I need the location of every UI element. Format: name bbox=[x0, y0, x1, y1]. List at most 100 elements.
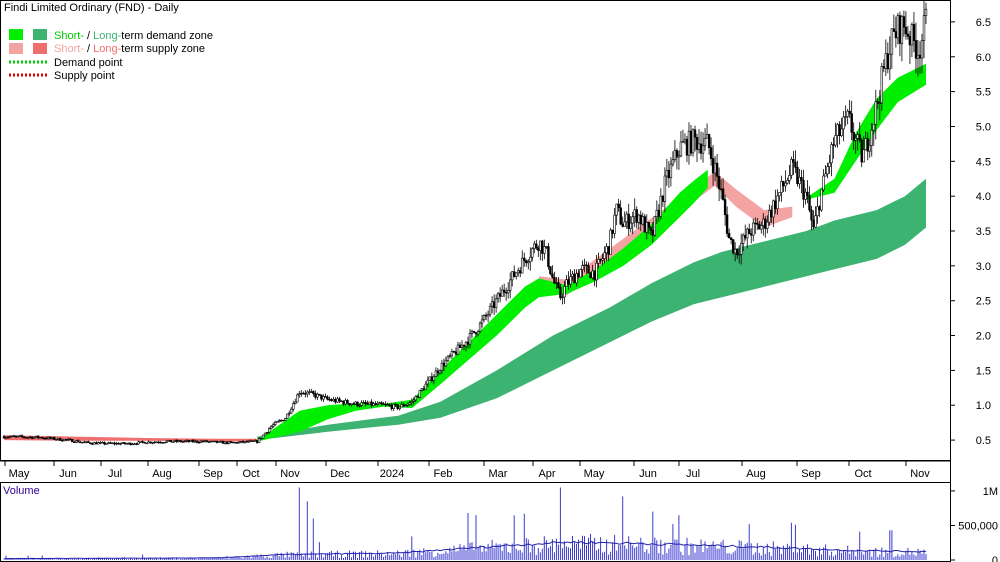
candle-body bbox=[840, 128, 843, 136]
candle-body bbox=[83, 441, 86, 444]
candle-body bbox=[836, 124, 839, 136]
candle-body bbox=[595, 262, 598, 281]
candle-body bbox=[691, 129, 695, 154]
candle-body bbox=[924, 8, 928, 16]
candle-body bbox=[699, 143, 703, 154]
candle-body bbox=[235, 441, 239, 444]
candle-body bbox=[573, 273, 576, 284]
candle-body bbox=[292, 403, 295, 410]
candle-body bbox=[275, 421, 279, 423]
candle-body bbox=[858, 134, 861, 141]
candle-body bbox=[508, 279, 512, 291]
candle-body bbox=[87, 441, 90, 443]
date-tick-label: Sep bbox=[203, 468, 223, 480]
candle-body bbox=[113, 442, 116, 445]
candle-body bbox=[894, 31, 898, 39]
candle-body bbox=[89, 442, 92, 444]
chart-title: Findi Limited Ordinary (FND) - Daily bbox=[4, 2, 179, 14]
candle-body bbox=[599, 259, 602, 261]
volume-average-path bbox=[3, 540, 927, 560]
candle-body bbox=[914, 40, 918, 59]
price-tick-label: 0.5 bbox=[976, 435, 991, 447]
candle-body bbox=[870, 129, 874, 146]
candle-body bbox=[520, 257, 524, 274]
candle-body bbox=[717, 176, 721, 190]
candle-body bbox=[354, 401, 357, 405]
candle-body bbox=[828, 162, 831, 167]
candle-body bbox=[735, 249, 739, 256]
candle-body bbox=[67, 438, 70, 441]
candle-body bbox=[251, 440, 255, 442]
candle-body bbox=[553, 276, 556, 284]
candle-body bbox=[768, 210, 771, 223]
candle-body bbox=[253, 440, 257, 442]
date-tick-label: Jun bbox=[639, 468, 657, 480]
candle-body bbox=[52, 437, 56, 440]
candle-body bbox=[125, 443, 128, 445]
candle-body bbox=[101, 441, 104, 444]
candle-body bbox=[316, 393, 319, 398]
candle-body bbox=[641, 216, 645, 225]
candle-body bbox=[782, 181, 785, 187]
candle-body bbox=[721, 188, 725, 200]
candle-body bbox=[623, 221, 626, 227]
candle-body bbox=[245, 440, 249, 443]
volume-label: Volume bbox=[3, 485, 40, 497]
candle-body bbox=[119, 443, 122, 445]
candle-body bbox=[516, 270, 520, 274]
candle-body bbox=[645, 222, 649, 233]
candle-body bbox=[95, 442, 98, 445]
candle-body bbox=[225, 441, 229, 444]
candle-body bbox=[619, 207, 622, 225]
candle-body bbox=[165, 440, 168, 443]
candle-body bbox=[587, 265, 590, 274]
candle-body bbox=[14, 435, 18, 438]
candle-body bbox=[689, 130, 693, 154]
price-tick-label: 2.0 bbox=[976, 331, 991, 343]
candle-body bbox=[296, 394, 299, 403]
candle-body bbox=[494, 298, 498, 308]
candle-body bbox=[629, 222, 632, 229]
candle-body bbox=[56, 437, 60, 440]
candle-body bbox=[484, 314, 488, 317]
candle-body bbox=[81, 441, 84, 444]
candle-body bbox=[790, 159, 793, 176]
candle-body bbox=[207, 441, 211, 443]
candle-body bbox=[263, 432, 267, 436]
candle-body bbox=[416, 396, 419, 398]
short-demand-band-1 bbox=[806, 63, 926, 200]
candle-body bbox=[822, 175, 825, 191]
candle-body bbox=[727, 233, 731, 239]
candle-body bbox=[221, 441, 225, 444]
candle-body bbox=[155, 441, 158, 444]
candle-body bbox=[133, 443, 136, 445]
candle-body bbox=[191, 439, 194, 443]
candle-body bbox=[633, 209, 636, 218]
candle-body bbox=[637, 214, 641, 223]
candle-body bbox=[73, 441, 76, 443]
candle-body bbox=[470, 330, 474, 334]
candle-body bbox=[838, 124, 841, 136]
candle-body bbox=[85, 441, 88, 443]
candle-body bbox=[314, 393, 317, 398]
candle-body bbox=[496, 293, 500, 300]
candle-body bbox=[535, 243, 538, 249]
candle-body bbox=[287, 412, 291, 415]
candle-body bbox=[109, 442, 112, 444]
candle-body bbox=[111, 442, 114, 445]
candle-body bbox=[729, 237, 733, 240]
candle-body bbox=[854, 138, 857, 141]
candle-body bbox=[462, 344, 466, 347]
candle-body bbox=[58, 437, 62, 441]
candle-body bbox=[581, 265, 584, 270]
candle-body bbox=[159, 441, 162, 444]
candle-body bbox=[876, 101, 880, 104]
candle-body bbox=[177, 440, 180, 442]
candle-body bbox=[890, 28, 894, 55]
candle-body bbox=[169, 439, 172, 443]
date-tick-label: Aug bbox=[746, 468, 766, 480]
candle-body bbox=[430, 376, 434, 381]
candle-body bbox=[50, 437, 54, 439]
candle-body bbox=[131, 443, 134, 446]
